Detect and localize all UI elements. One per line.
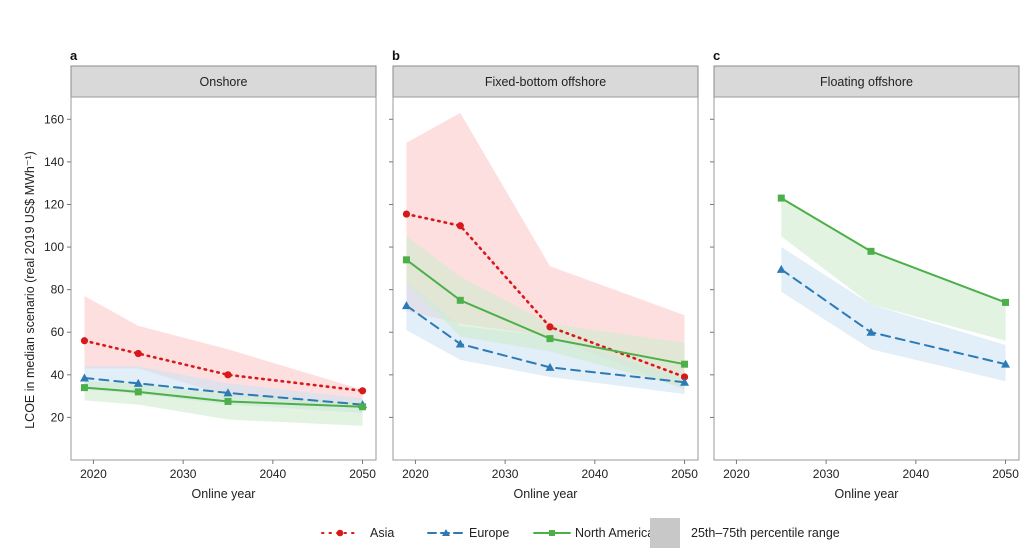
y-tick-label: 100 — [44, 240, 64, 254]
legend-swatch — [650, 518, 680, 548]
x-axis-label: Online year — [192, 487, 256, 501]
x-tick-label: 2030 — [492, 467, 519, 481]
data-point-asia — [224, 371, 232, 379]
x-tick-label: 2020 — [723, 467, 750, 481]
data-point-europe — [1001, 359, 1011, 368]
data-point-asia — [358, 387, 367, 395]
percentile-ribbon-asia — [84, 296, 363, 409]
x-tick-label: 2040 — [902, 467, 929, 481]
data-point-north-america — [402, 256, 410, 264]
data-point-north-america — [681, 360, 689, 368]
data-point-asia — [680, 373, 689, 381]
x-tick-label: 2040 — [259, 467, 286, 481]
y-tick-label: 40 — [51, 368, 65, 382]
x-tick-label: 2050 — [992, 467, 1019, 481]
y-tick-label: 120 — [44, 197, 64, 211]
panel-header — [713, 65, 1020, 98]
legend-label: North America — [575, 526, 654, 540]
legend-item-asia: Asia — [321, 526, 394, 540]
legend-label: Asia — [370, 526, 394, 540]
data-point-europe — [776, 264, 786, 273]
percentile-ribbon-north-america — [406, 236, 685, 388]
x-tick-label: 2050 — [349, 467, 376, 481]
legend-marker — [336, 529, 344, 537]
data-point-asia — [402, 210, 411, 218]
y-axis-label: LCOE in median scenario (real 2019 US$ M… — [23, 151, 37, 429]
data-point-asia — [456, 222, 464, 230]
series-line-europe — [83, 377, 364, 406]
panel-letter: b — [392, 48, 400, 63]
data-point-asia — [546, 323, 554, 331]
panel-header — [392, 65, 699, 98]
legend-item-north-america: North America — [533, 526, 654, 540]
y-tick-label: 20 — [51, 410, 65, 424]
x-tick-label: 2050 — [671, 467, 698, 481]
series-line-europe — [405, 304, 686, 384]
panel-title: Floating offshore — [820, 75, 913, 89]
data-point-north-america — [867, 247, 875, 255]
x-axis-label: Online year — [835, 487, 899, 501]
data-point-europe — [866, 327, 876, 336]
y-tick-label: 140 — [44, 155, 64, 169]
data-point-europe — [79, 373, 89, 382]
series-line-asia — [83, 339, 364, 393]
x-tick-label: 2030 — [170, 467, 197, 481]
data-point-north-america — [224, 397, 232, 405]
data-point-north-america — [1002, 298, 1010, 306]
legend-label: 25th–75th percentile range — [691, 526, 840, 540]
data-point-europe — [680, 377, 690, 386]
panel-header — [70, 65, 377, 98]
legend-item-25th-75th-percentile-range: 25th–75th percentile range — [650, 518, 840, 548]
data-point-europe — [133, 378, 143, 387]
data-point-north-america — [359, 403, 367, 411]
data-point-europe — [545, 362, 555, 371]
legend-marker — [442, 529, 450, 536]
panel-letter: a — [70, 48, 78, 63]
data-point-europe — [223, 388, 233, 397]
percentile-ribbon-north-america — [84, 381, 363, 426]
legend-label: Europe — [469, 526, 509, 540]
y-tick-label: 80 — [51, 283, 65, 297]
data-point-north-america — [80, 384, 88, 392]
series-line-north-america — [405, 258, 686, 366]
y-tick-label: 160 — [44, 112, 64, 126]
panel-title: Onshore — [200, 75, 248, 89]
data-point-asia — [80, 337, 89, 345]
y-tick-label: 60 — [51, 325, 65, 339]
data-point-europe — [455, 339, 465, 348]
percentile-ribbon-north-america — [781, 198, 1006, 341]
data-point-asia — [134, 349, 142, 358]
data-point-north-america — [546, 335, 554, 343]
x-tick-label: 2030 — [813, 467, 840, 481]
x-tick-label: 2020 — [402, 467, 429, 481]
panel-title: Fixed-bottom offshore — [485, 75, 606, 89]
x-tick-label: 2020 — [80, 467, 107, 481]
x-tick-label: 2040 — [581, 467, 608, 481]
legend-marker — [549, 530, 555, 536]
data-point-north-america — [456, 296, 464, 304]
panel-c: c Floating offshore 2020 2030 2040 2050 Online… — [710, 48, 1020, 501]
data-point-north-america — [134, 388, 142, 396]
x-axis-label: Online year — [514, 487, 578, 501]
panel-b: b Fixed-bottom offshore 2020 2030 2040 2050 On… — [389, 48, 699, 501]
percentile-ribbon-europe — [781, 247, 1006, 382]
legend-item-europe: Europe — [427, 526, 509, 540]
data-point-north-america — [777, 194, 785, 202]
data-point-europe — [401, 301, 411, 310]
legend: Asia Europe North America 25th–75th percent… — [321, 518, 840, 548]
panel-letter: c — [713, 48, 720, 63]
series-line-north-america — [83, 386, 364, 408]
